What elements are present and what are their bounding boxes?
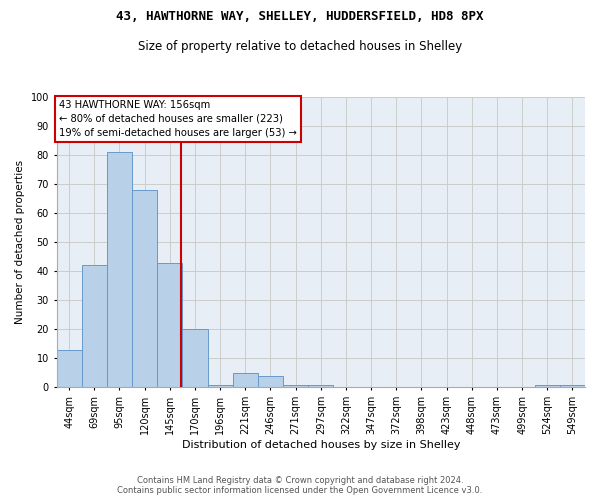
Bar xyxy=(157,262,182,388)
Bar xyxy=(107,152,132,388)
X-axis label: Distribution of detached houses by size in Shelley: Distribution of detached houses by size … xyxy=(182,440,460,450)
Text: Size of property relative to detached houses in Shelley: Size of property relative to detached ho… xyxy=(138,40,462,53)
Bar xyxy=(82,266,107,388)
Bar xyxy=(132,190,157,388)
Bar xyxy=(208,384,233,388)
Bar xyxy=(233,373,258,388)
Text: Contains HM Land Registry data © Crown copyright and database right 2024.
Contai: Contains HM Land Registry data © Crown c… xyxy=(118,476,482,495)
Bar xyxy=(283,384,308,388)
Bar xyxy=(560,384,585,388)
Bar xyxy=(535,384,560,388)
Bar xyxy=(182,330,208,388)
Bar xyxy=(56,350,82,388)
Y-axis label: Number of detached properties: Number of detached properties xyxy=(15,160,25,324)
Bar xyxy=(308,384,334,388)
Bar xyxy=(258,376,283,388)
Text: 43 HAWTHORNE WAY: 156sqm
← 80% of detached houses are smaller (223)
19% of semi-: 43 HAWTHORNE WAY: 156sqm ← 80% of detach… xyxy=(59,100,297,138)
Text: 43, HAWTHORNE WAY, SHELLEY, HUDDERSFIELD, HD8 8PX: 43, HAWTHORNE WAY, SHELLEY, HUDDERSFIELD… xyxy=(116,10,484,23)
